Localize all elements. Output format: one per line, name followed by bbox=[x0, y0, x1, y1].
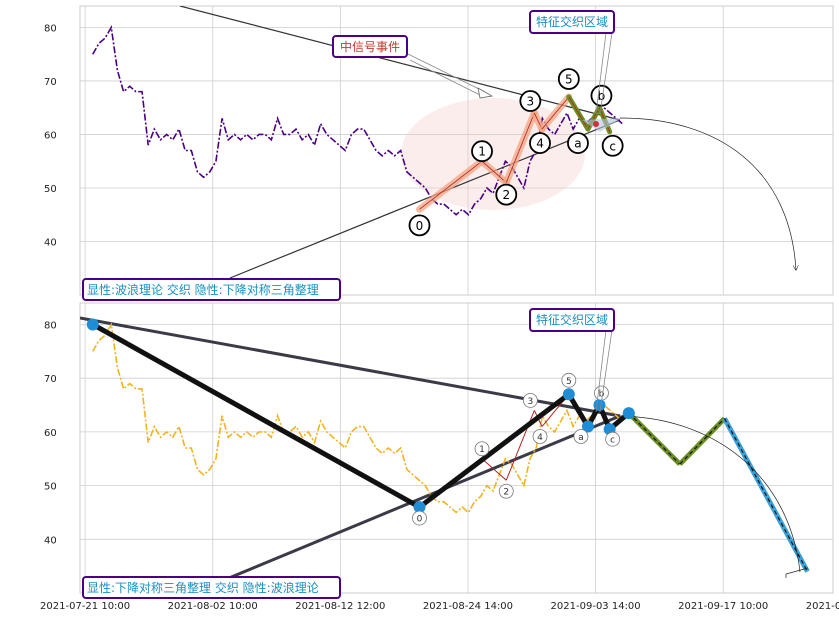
wave-marker bbox=[529, 132, 551, 154]
signal-label: 中信号事件 bbox=[340, 39, 400, 54]
y-tick-label: 40 bbox=[44, 535, 57, 546]
wave-marker bbox=[519, 90, 542, 112]
wave-marker-label: 5 bbox=[566, 377, 572, 387]
y-tick-label: 60 bbox=[44, 130, 57, 141]
wave-marker-label: 4 bbox=[537, 433, 543, 443]
wave-segment-core bbox=[587, 107, 600, 130]
y-tick-label: 80 bbox=[44, 320, 57, 331]
wave-segment-core bbox=[505, 112, 535, 183]
zone-label-box bbox=[529, 308, 615, 332]
top-plot-content: 0 1 2 3 4 5 a b c bbox=[92, 6, 796, 279]
y-tick-label: 70 bbox=[44, 374, 57, 385]
pivot-dot bbox=[413, 501, 426, 514]
wave-marker bbox=[557, 68, 580, 90]
y-tick-label: 50 bbox=[44, 482, 57, 493]
zone-label: 特征交织区域 bbox=[536, 14, 608, 29]
wave-marker-label: 3 bbox=[527, 95, 535, 109]
wave-marker bbox=[412, 510, 427, 526]
x-tick-label: 2021-09-17 10:00 bbox=[678, 601, 768, 612]
y-tick-label: 50 bbox=[44, 184, 57, 195]
wave-marker-label: 1 bbox=[478, 145, 486, 159]
wave-segment-core bbox=[419, 160, 483, 210]
wave-marker bbox=[601, 134, 624, 157]
wave-segment bbox=[481, 458, 507, 481]
wave-marker bbox=[474, 441, 490, 457]
zone-arrow bbox=[595, 329, 613, 413]
plot-area bbox=[79, 302, 834, 594]
wave-marker bbox=[573, 429, 589, 444]
wave-marker bbox=[471, 140, 493, 163]
wave-marker bbox=[495, 183, 518, 206]
wave-marker bbox=[498, 483, 514, 499]
pivot-dot bbox=[593, 399, 606, 412]
x-tick-label: 2021-08-12 12:00 bbox=[295, 601, 385, 612]
pattern-label-box bbox=[82, 576, 341, 599]
pivot-dot bbox=[622, 407, 635, 420]
price-line bbox=[92, 25, 623, 216]
pattern-label: 显性:下降对称三角整理 交织 隐性:波浪理论 bbox=[87, 580, 319, 595]
wave-marker-label: 0 bbox=[416, 219, 424, 233]
wave-segment-core bbox=[568, 96, 589, 130]
signal-label-box bbox=[332, 35, 408, 58]
wave-marker-label: 4 bbox=[536, 137, 544, 151]
wave-segment-core bbox=[481, 160, 507, 183]
wave-segment-core bbox=[541, 96, 570, 130]
triangle-upper-line bbox=[179, 6, 621, 121]
pivot-dot bbox=[581, 420, 594, 433]
forecast-segment-core bbox=[628, 412, 681, 465]
projection-arc bbox=[619, 415, 801, 573]
x-tick-label: 2021-08-02 10:00 bbox=[168, 601, 258, 612]
wave-marker bbox=[522, 393, 538, 408]
projection-arc bbox=[619, 117, 796, 270]
pattern-label-box bbox=[82, 278, 341, 301]
wave-marker-label: a bbox=[578, 433, 584, 443]
wave-marker-label: 2 bbox=[502, 188, 510, 202]
pivot-dot bbox=[86, 318, 99, 331]
projection-arc-tick bbox=[785, 567, 809, 578]
wave-marker bbox=[408, 214, 431, 237]
wave-marker-label: c bbox=[610, 436, 615, 446]
bottom-plot-content: 0 1 2 3 4 5 a b c bbox=[80, 316, 810, 592]
wave-marker-label: 2 bbox=[503, 488, 509, 498]
zone-arrow bbox=[595, 32, 613, 115]
x-tick-label: 2021-09-28 13:00 bbox=[806, 601, 839, 612]
wave-marker-label: 0 bbox=[417, 515, 423, 525]
zone-label: 特征交织区域 bbox=[536, 312, 608, 327]
signal-arrow-head bbox=[477, 87, 494, 99]
y-tick-label: 60 bbox=[44, 428, 57, 439]
zone-label-box bbox=[529, 10, 615, 34]
y-tick-label: 80 bbox=[44, 23, 57, 34]
wave-marker bbox=[561, 372, 577, 388]
price-line bbox=[92, 322, 623, 514]
x-tick-label: 2021-08-24 14:00 bbox=[423, 601, 513, 612]
forecast-segment-core bbox=[679, 418, 725, 465]
x-axis: 2021-07-21 10:00 2021-08-02 10:00 2021-08-… bbox=[40, 601, 839, 612]
x-tick-label: 2021-07-21 10:00 bbox=[40, 601, 130, 612]
y-tick-label: 70 bbox=[44, 77, 57, 88]
wave-marker bbox=[605, 431, 621, 447]
wave-marker-label: 5 bbox=[565, 72, 573, 86]
pattern-label: 显性:波浪理论 交织 隐性:下降对称三角整理 bbox=[87, 282, 319, 297]
wave-marker-label: b bbox=[599, 390, 605, 400]
forecast-segment-core bbox=[723, 418, 809, 572]
signal-arrow bbox=[407, 53, 486, 97]
wave-marker bbox=[532, 429, 548, 444]
triangle-lower-line bbox=[229, 119, 621, 279]
end-zone bbox=[582, 118, 622, 132]
end-dot bbox=[593, 121, 599, 127]
wave-marker-label: a bbox=[574, 137, 581, 151]
wave-marker-label: 3 bbox=[527, 397, 533, 407]
wave-marker-label: b bbox=[598, 89, 606, 103]
pivot-dot bbox=[562, 388, 575, 401]
plot-area bbox=[79, 5, 834, 296]
x-tick-label: 2021-09-03 14:00 bbox=[551, 601, 641, 612]
wave-marker-label: c bbox=[609, 139, 616, 153]
wave-marker-label: 1 bbox=[479, 445, 485, 455]
y-tick-label: 40 bbox=[44, 237, 57, 248]
wave-marker bbox=[567, 132, 589, 154]
